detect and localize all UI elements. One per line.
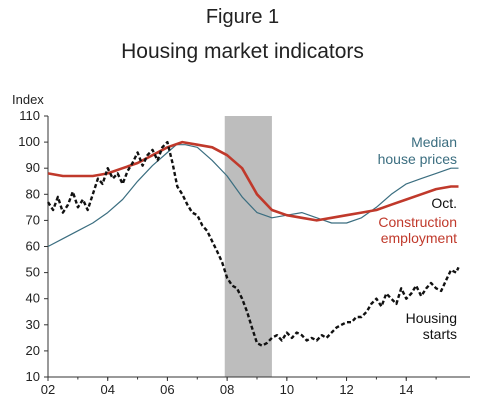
x-tick-label: 08 <box>220 382 234 397</box>
annotation-label: starts <box>423 326 457 342</box>
x-tick-label: 12 <box>339 382 353 397</box>
y-tick-label: 110 <box>19 108 40 123</box>
annotation-label: Oct. <box>431 195 457 211</box>
y-tick-label: 80 <box>26 186 40 201</box>
series-line-median-house-prices <box>47 144 459 248</box>
annotation-label: Median <box>411 134 457 150</box>
y-axis-label: Index <box>12 92 44 107</box>
annotation-label: house prices <box>378 151 457 167</box>
y-tick-label: 30 <box>26 317 40 332</box>
y-tick-label: 20 <box>26 343 40 358</box>
y-tick-label: 40 <box>26 291 40 306</box>
recession-band <box>224 116 272 377</box>
annotation-label: Housing <box>406 310 457 326</box>
x-tick-label: 14 <box>399 382 413 397</box>
annotation-label: Construction <box>378 214 457 230</box>
y-tick-label: 60 <box>26 239 40 254</box>
y-tick-label: 70 <box>26 212 40 227</box>
series-line-housing-starts <box>46 140 460 347</box>
x-tick-label: 10 <box>280 382 294 397</box>
annotation-label: employment <box>381 230 457 246</box>
axes: 10 20 30 40 50 60 70 80 90 100 110 02 04 06 08 10 12 14 <box>18 108 470 397</box>
series-layer <box>46 140 460 347</box>
y-tick-label: 50 <box>26 265 40 280</box>
chart-title: Housing market indicators <box>121 40 364 63</box>
y-tick-label: 90 <box>26 160 40 175</box>
y-tick-label: 10 <box>26 369 40 384</box>
y-tick-label: 100 <box>18 134 40 149</box>
recession-band-layer <box>224 116 272 377</box>
x-tick-label: 04 <box>100 382 114 397</box>
x-tick-label: 02 <box>41 382 55 397</box>
figure-label: Figure 1 <box>205 6 280 28</box>
series-line-construction-employment <box>47 140 459 222</box>
x-tick-label: 06 <box>160 382 174 397</box>
